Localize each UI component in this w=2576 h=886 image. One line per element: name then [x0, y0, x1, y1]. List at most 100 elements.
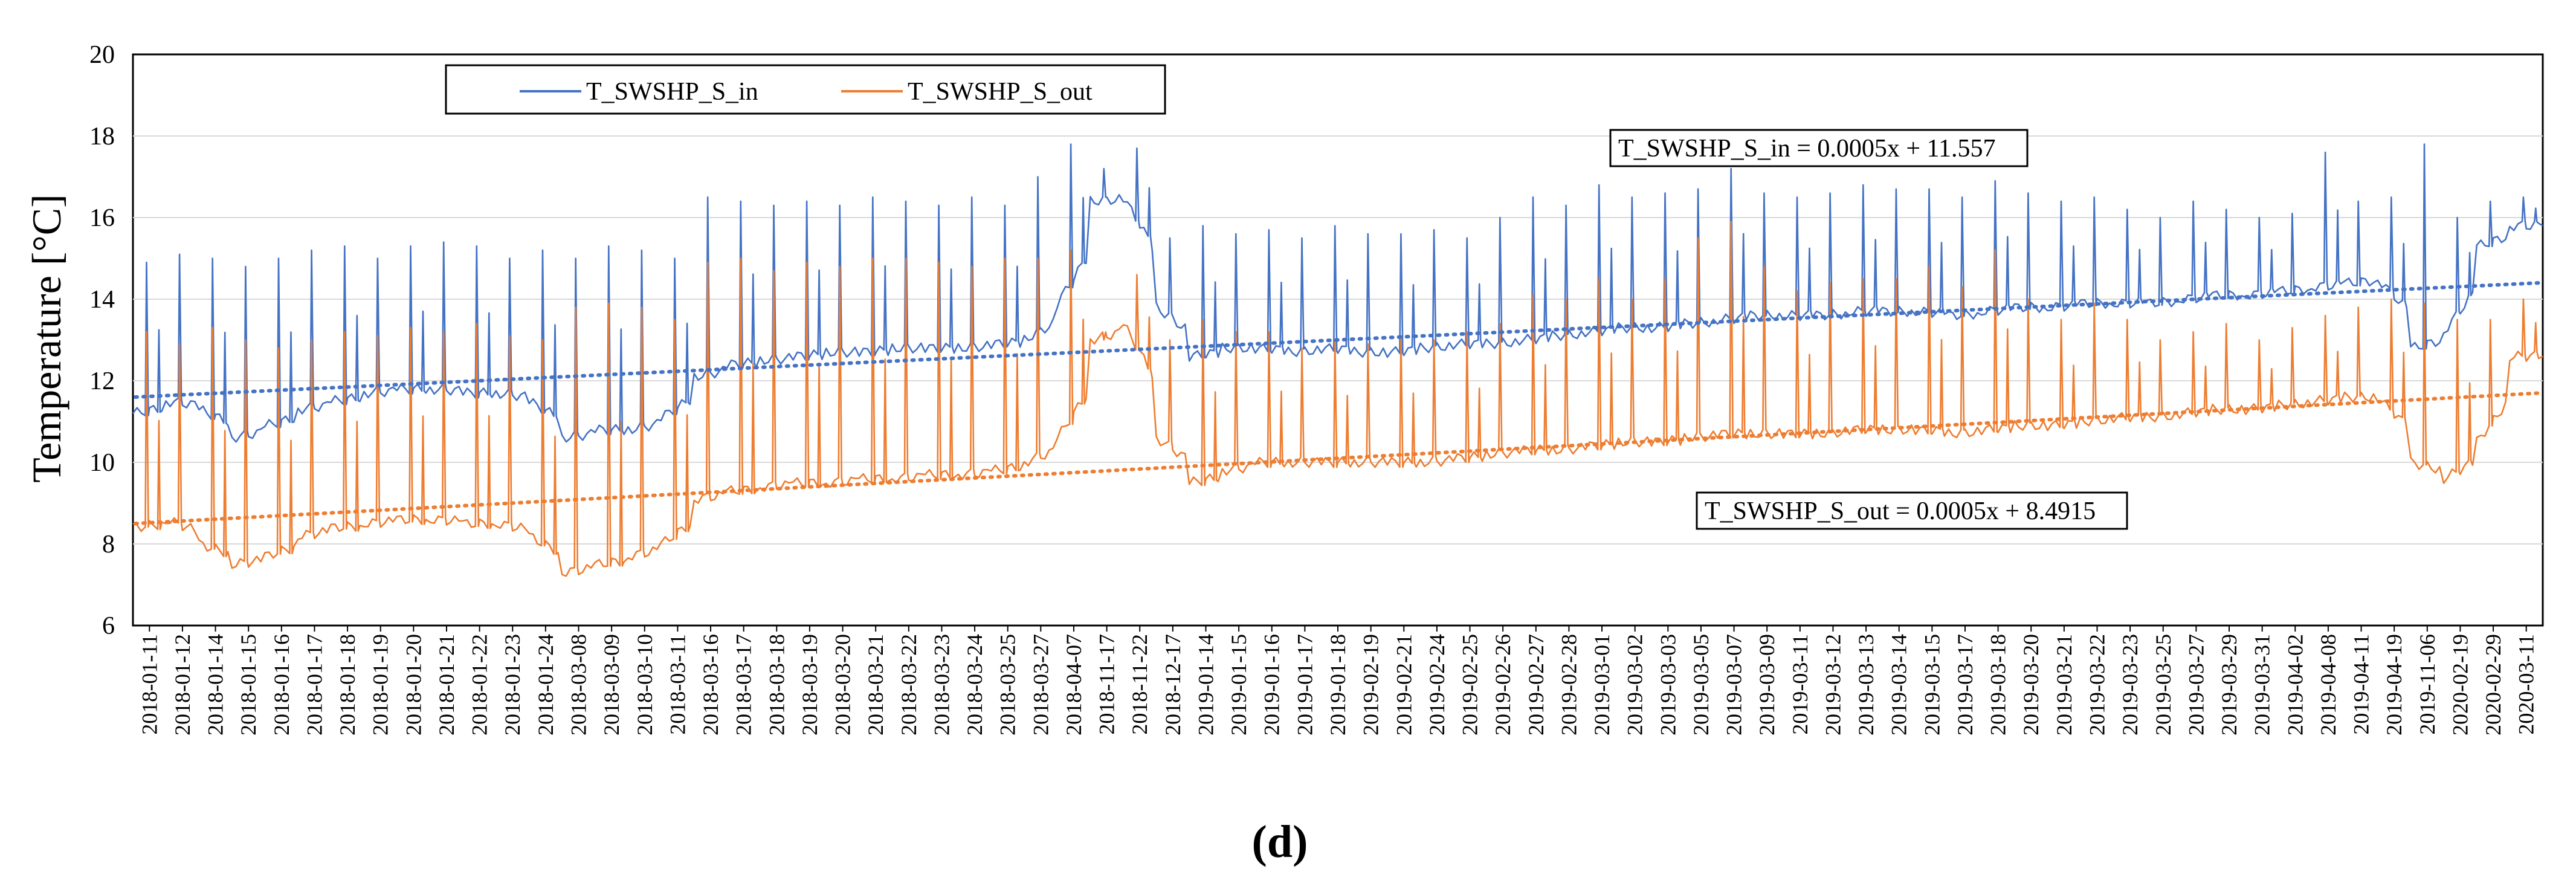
- data-point: [908, 347, 910, 349]
- data-point: [1138, 323, 1141, 325]
- data-point: [1436, 461, 1438, 464]
- data-point: [842, 351, 844, 354]
- data-point: [874, 477, 877, 480]
- x-tick-label: 2019-03-31: [2250, 634, 2274, 736]
- data-point: [1172, 437, 1174, 439]
- data-point: [940, 347, 943, 349]
- x-tick-label: 2019-03-15: [1920, 634, 1944, 736]
- data-point: [247, 437, 250, 439]
- data-point: [1370, 461, 1372, 464]
- data-point: [1502, 453, 1504, 456]
- data-point: [1700, 437, 1702, 439]
- data-point: [445, 388, 448, 390]
- x-tick-label: 2019-02-27: [1524, 634, 1548, 736]
- x-tick-label: 2019-02-26: [1491, 634, 1515, 736]
- data-point: [1039, 461, 1042, 464]
- x-tick-label: 2018-04-07: [1062, 634, 1086, 736]
- data-point: [1204, 355, 1207, 358]
- data-point: [1238, 470, 1240, 472]
- data-point: [809, 355, 811, 358]
- data-point: [2426, 461, 2429, 464]
- x-tick-label: 2019-04-11: [2349, 634, 2374, 735]
- data-point: [1007, 343, 1009, 345]
- data-point: [2030, 424, 2032, 427]
- y-tick-label: 10: [89, 449, 115, 477]
- data-point: [644, 555, 646, 557]
- data-point: [2492, 245, 2494, 247]
- data-point: [479, 392, 481, 394]
- x-tick-label: 2019-02-21: [1392, 634, 1416, 736]
- data-point: [280, 555, 283, 557]
- data-point: [1337, 347, 1339, 349]
- x-tick-label: 2018-03-19: [798, 634, 822, 736]
- x-tick-label: 2019-01-15: [1227, 634, 1251, 736]
- x-tick-label: 2019-03-12: [1821, 634, 1845, 736]
- x-tick-label: 2018-11-22: [1128, 634, 1152, 735]
- y-tick-label: 6: [102, 612, 115, 640]
- data-point: [644, 428, 646, 431]
- data-point: [2525, 355, 2528, 358]
- x-tick-label: 2019-03-09: [1755, 634, 1779, 736]
- data-point: [1303, 351, 1306, 354]
- data-point: [1403, 351, 1405, 354]
- series-layer: [132, 143, 2543, 577]
- data-point: [1106, 339, 1108, 341]
- data-point: [1964, 314, 1966, 317]
- data-point: [148, 526, 150, 529]
- x-tick-label: 2019-03-02: [1623, 634, 1647, 736]
- series-T_SWSHP_S_in: [132, 143, 2543, 443]
- data-point: [578, 571, 580, 574]
- x-tick-label: 2019-02-28: [1557, 634, 1581, 736]
- data-point: [313, 408, 315, 410]
- data-point: [544, 400, 547, 403]
- data-point: [2393, 396, 2395, 398]
- data-point: [1931, 428, 1933, 431]
- x-tick-label: 2019-03-07: [1722, 634, 1746, 736]
- x-tick-label: 2018-01-15: [236, 634, 260, 736]
- x-tick-label: 2019-04-08: [2316, 634, 2340, 736]
- data-point: [2459, 331, 2461, 333]
- data-point: [1007, 470, 1009, 472]
- data-point: [215, 408, 217, 410]
- data-point: [544, 535, 547, 537]
- data-point: [973, 473, 976, 476]
- trendline: [134, 391, 2542, 526]
- x-tick-label: 2018-01-17: [302, 634, 326, 736]
- x-tick-label: 2020-03-11: [2514, 634, 2539, 735]
- y-tick-label: 20: [89, 41, 115, 69]
- data-point: [1502, 343, 1504, 345]
- data-point: [2294, 290, 2296, 293]
- series-T_SWSHP_S_out: [132, 221, 2543, 577]
- data-point: [1865, 310, 1867, 312]
- x-tick-label: 2019-03-27: [2184, 634, 2208, 736]
- data-point: [1567, 449, 1570, 451]
- x-tick-label: 2020-02-29: [2481, 634, 2505, 736]
- data-point: [511, 522, 514, 525]
- data-point: [1667, 326, 1669, 329]
- data-point: [610, 563, 613, 566]
- x-tick-label: 2018-03-08: [567, 634, 591, 736]
- data-point: [247, 563, 250, 566]
- data-point: [2096, 421, 2098, 423]
- x-tick-label: 2018-01-19: [369, 634, 393, 736]
- equation-out-label: T_SWSHP_S_out = 0.0005x + 8.4915: [1705, 497, 2096, 525]
- x-tick-label: 2019-03-25: [2151, 634, 2175, 736]
- data-point: [2393, 277, 2395, 280]
- data-point: [148, 412, 150, 415]
- x-tick-label: 2018-03-17: [732, 634, 756, 736]
- data-point: [1436, 347, 1438, 349]
- data-point: [2063, 424, 2065, 427]
- series-line: [132, 143, 2543, 443]
- data-point: [379, 392, 382, 394]
- trendline: [134, 281, 2542, 399]
- data-point: [1337, 461, 1339, 464]
- y-axis-ticks: 6 8 10 12 14 16 18 20: [89, 41, 115, 640]
- x-tick-label: 2019-03-17: [1953, 634, 1977, 736]
- x-axis-ticks: 2018-01-11 2018-01-12 2018-01-14 2018-01-15…: [137, 626, 2539, 736]
- data-point: [2525, 225, 2528, 227]
- data-point: [1469, 343, 1471, 345]
- data-point: [1865, 428, 1867, 431]
- x-tick-label: 2018-01-24: [534, 634, 558, 736]
- data-point: [181, 400, 184, 403]
- x-tick-label: 2019-11-06: [2415, 634, 2439, 735]
